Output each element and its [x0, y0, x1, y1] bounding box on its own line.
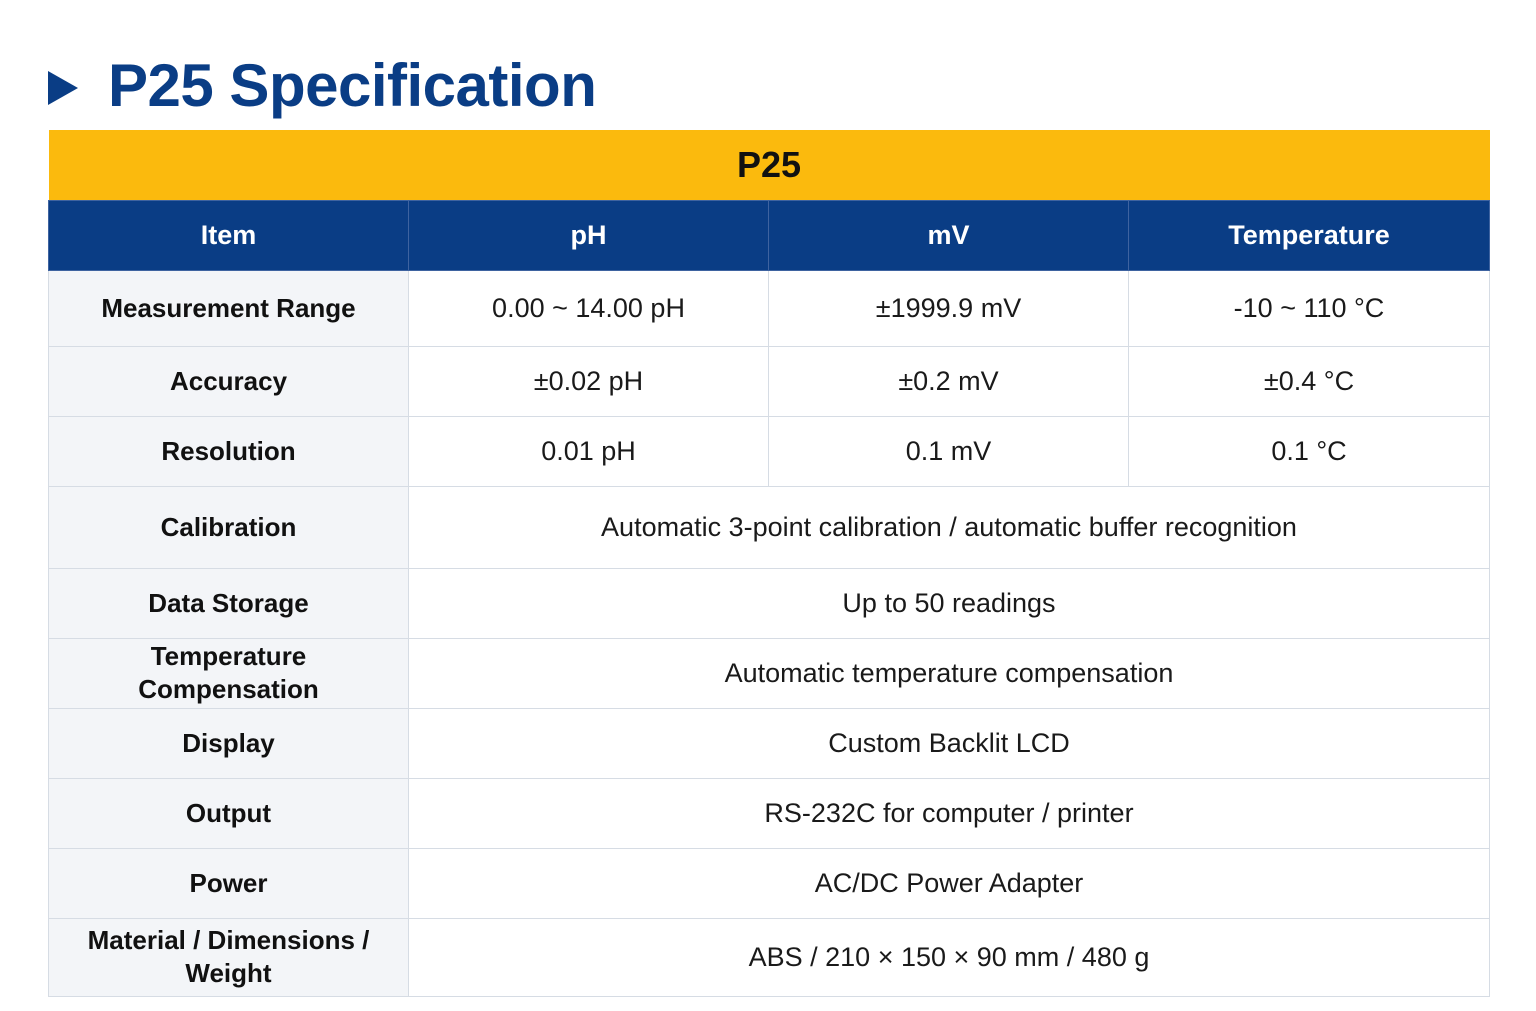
row-label: Material / Dimensions / Weight	[48, 917, 409, 997]
row-label: Display	[48, 707, 409, 779]
table-row: Measurement Range 0.00 ~ 14.00 pH ±1999.…	[48, 269, 1490, 347]
table-row: Calibration Automatic 3-point calibratio…	[48, 485, 1490, 569]
row-label: Output	[48, 777, 409, 849]
cell-ph: 0.00 ~ 14.00 pH	[408, 269, 769, 347]
table-row: Display Custom Backlit LCD	[48, 707, 1490, 779]
row-label: Measurement Range	[48, 269, 409, 347]
table-row: Power AC/DC Power Adapter	[48, 847, 1490, 919]
triangle-right-icon	[48, 71, 78, 105]
cell-mv: 0.1 mV	[768, 415, 1129, 487]
cell-temperature: -10 ~ 110 °C	[1128, 269, 1490, 347]
model-name: P25	[48, 130, 1490, 200]
cell-temperature: 0.1 °C	[1128, 415, 1490, 487]
cell-temperature: ±0.4 °C	[1128, 345, 1490, 417]
cell-value: ABS / 210 × 150 × 90 mm / 480 g	[408, 917, 1490, 997]
cell-value: RS-232C for computer / printer	[408, 777, 1490, 849]
header-item: Item	[48, 199, 409, 271]
row-label: Calibration	[48, 485, 409, 569]
title-row: P25 Specification	[48, 50, 597, 120]
row-label: Power	[48, 847, 409, 919]
cell-ph: 0.01 pH	[408, 415, 769, 487]
table-row: Data Storage Up to 50 readings	[48, 567, 1490, 639]
row-label: Data Storage	[48, 567, 409, 639]
cell-value: Up to 50 readings	[408, 567, 1490, 639]
cell-ph: ±0.02 pH	[408, 345, 769, 417]
cell-mv: ±0.2 mV	[768, 345, 1129, 417]
cell-value: Custom Backlit LCD	[408, 707, 1490, 779]
row-label: Accuracy	[48, 345, 409, 417]
table-row: Material / Dimensions / Weight ABS / 210…	[48, 917, 1490, 997]
model-row: P25	[48, 130, 1490, 200]
spec-table: P25 Item pH mV Temperature Measurement R…	[48, 130, 1490, 997]
header-mv: mV	[768, 199, 1129, 271]
cell-mv: ±1999.9 mV	[768, 269, 1129, 347]
row-label: Resolution	[48, 415, 409, 487]
table-row: Output RS-232C for computer / printer	[48, 777, 1490, 849]
header-ph: pH	[408, 199, 769, 271]
row-label: Temperature Compensation	[48, 637, 409, 709]
table-row: Accuracy ±0.02 pH ±0.2 mV ±0.4 °C	[48, 345, 1490, 417]
page-title: P25 Specification	[108, 51, 597, 119]
cell-value: AC/DC Power Adapter	[408, 847, 1490, 919]
cell-value: Automatic temperature compensation	[408, 637, 1490, 709]
cell-value: Automatic 3-point calibration / automati…	[408, 485, 1490, 569]
header-temperature: Temperature	[1128, 199, 1490, 271]
header-row: Item pH mV Temperature	[48, 199, 1490, 271]
table-row: Resolution 0.01 pH 0.1 mV 0.1 °C	[48, 415, 1490, 487]
table-row: Temperature Compensation Automatic tempe…	[48, 637, 1490, 709]
